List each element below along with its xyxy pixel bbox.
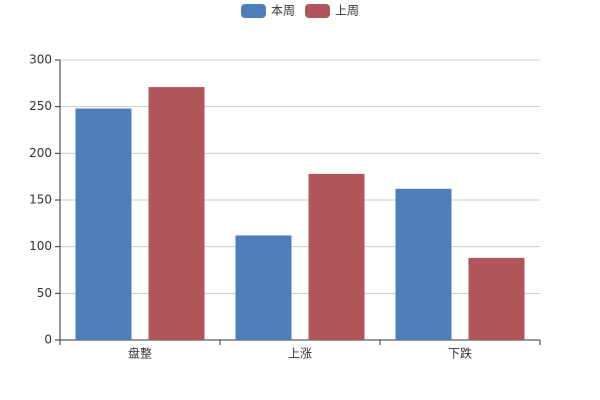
bar bbox=[148, 87, 205, 340]
y-tick-label: 150 bbox=[29, 193, 52, 207]
x-tick-label: 盘整 bbox=[128, 346, 152, 361]
bar bbox=[235, 235, 292, 340]
legend-label: 本周 bbox=[271, 4, 295, 18]
legend-swatch bbox=[305, 4, 331, 18]
x-tick-label: 上涨 bbox=[288, 346, 312, 361]
legend-label: 上周 bbox=[335, 4, 359, 18]
y-tick-label: 100 bbox=[29, 239, 52, 253]
x-tick-label: 下跌 bbox=[448, 346, 472, 361]
y-tick-label: 200 bbox=[29, 146, 52, 160]
bar bbox=[75, 108, 132, 341]
bar bbox=[308, 173, 365, 340]
y-tick-label: 250 bbox=[29, 99, 52, 113]
y-tick-label: 300 bbox=[29, 53, 52, 67]
bar bbox=[395, 188, 452, 340]
y-tick-label: 0 bbox=[44, 333, 52, 347]
legend-swatch bbox=[241, 4, 266, 18]
y-tick-label: 50 bbox=[37, 286, 52, 300]
bar bbox=[468, 257, 525, 340]
